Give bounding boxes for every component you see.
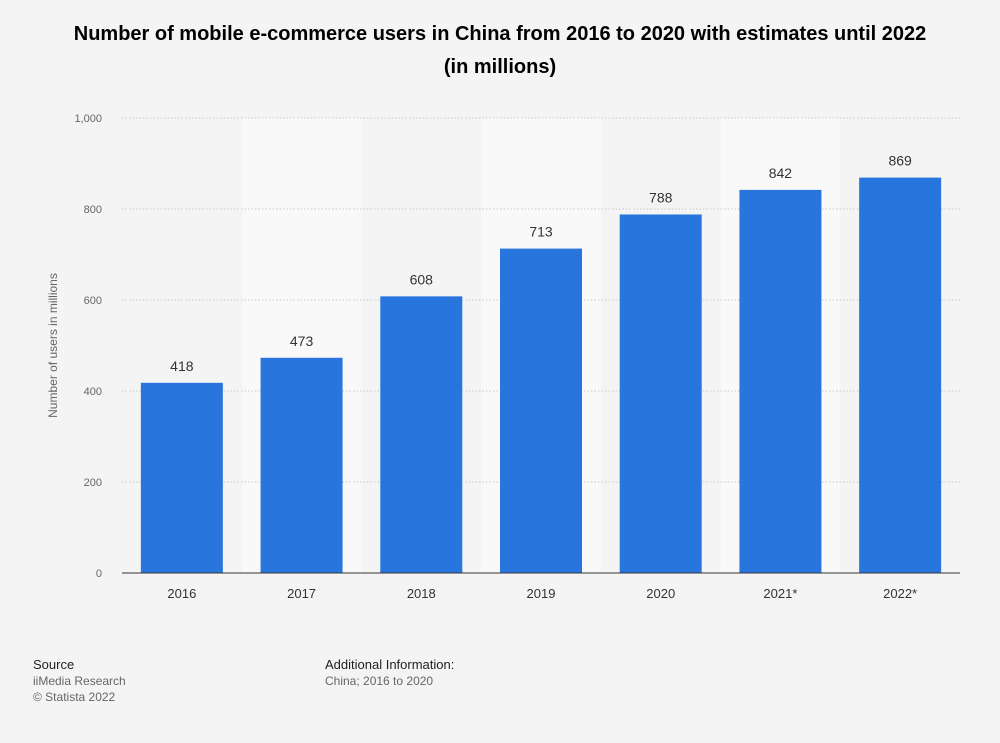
additional-info-heading: Additional Information:	[325, 657, 455, 672]
bar	[739, 189, 822, 573]
data-label: 788	[649, 189, 673, 205]
source-line: iiMedia Research	[33, 674, 126, 688]
y-tick-label: 0	[96, 568, 102, 580]
additional-info-text: China; 2016 to 2020	[325, 674, 434, 688]
source-heading: Source	[33, 657, 75, 672]
y-tick-label: 400	[84, 386, 102, 398]
copyright-line: © Statista 2022	[33, 690, 116, 704]
x-tick-label: 2022*	[883, 586, 917, 601]
bar	[500, 248, 582, 573]
x-axis-ticks: 2016 2017 2018 2019 2020 2021* 2022*	[167, 586, 917, 601]
data-label: 473	[290, 333, 314, 349]
y-axis-ticks: 0 200 400 600 800 1,000	[74, 113, 102, 580]
data-labels: 418 473 608 713 788 842 869	[170, 153, 912, 374]
bars	[140, 177, 942, 574]
y-tick-label: 600	[84, 295, 102, 307]
y-tick-label: 1,000	[74, 113, 102, 125]
x-tick-label: 2016	[167, 586, 196, 601]
source-block: Source iiMedia Research © Statista 2022	[33, 657, 126, 705]
y-tick-label: 800	[84, 204, 102, 216]
x-tick-label: 2018	[407, 586, 436, 601]
bar	[619, 214, 702, 573]
data-label: 842	[769, 165, 793, 181]
chart-title: Number of mobile e-commerce users in Chi…	[73, 23, 927, 78]
y-axis-title: Number of users in millions	[46, 273, 60, 418]
x-tick-label: 2019	[527, 586, 556, 601]
bar	[380, 296, 463, 573]
bar	[140, 382, 223, 573]
data-label: 418	[170, 358, 194, 374]
x-tick-label: 2021*	[763, 586, 797, 601]
bar	[260, 357, 343, 573]
bar	[859, 177, 942, 574]
data-label: 608	[410, 271, 434, 287]
x-tick-label: 2020	[646, 586, 675, 601]
x-tick-label: 2017	[287, 586, 316, 601]
data-label: 713	[529, 224, 553, 240]
y-tick-label: 200	[84, 477, 102, 489]
additional-info-block: Additional Information: China; 2016 to 2…	[325, 657, 454, 689]
data-label: 869	[888, 153, 912, 169]
